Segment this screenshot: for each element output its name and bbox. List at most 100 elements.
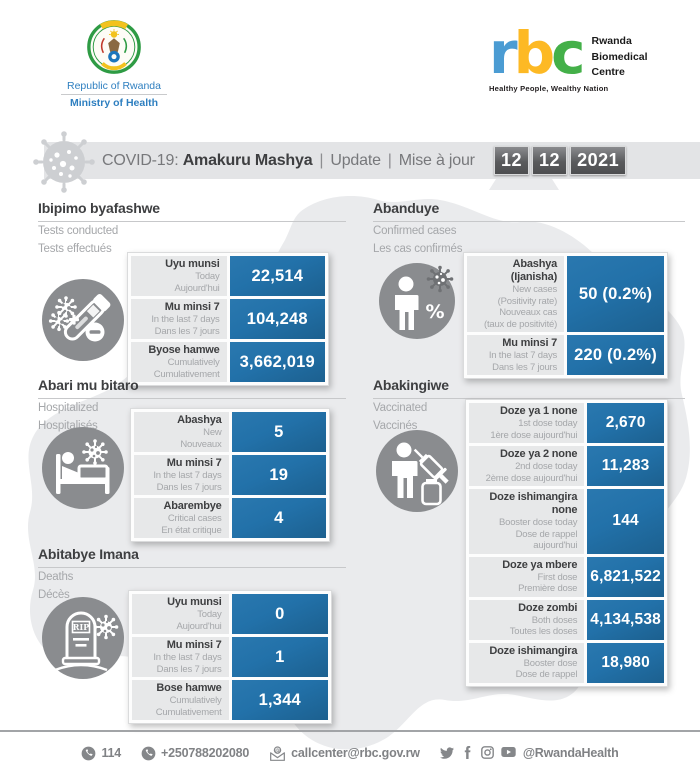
stat-label: Uyu munsi Today Aujourd'hui — [131, 256, 227, 296]
hotline-full[interactable]: +250788202080 — [141, 746, 249, 761]
banner-prefix: COVID-19: — [102, 152, 179, 169]
stat-label-main: Byose hamwe — [148, 344, 220, 356]
instagram-icon[interactable] — [480, 746, 494, 760]
email-contact[interactable]: @ callcenter@rbc.gov.rw — [269, 745, 420, 761]
banner-update-label: Update — [330, 152, 381, 169]
rbc-tagline: Healthy People, Wealthy Nation — [489, 83, 609, 93]
stat-value: 4 — [231, 498, 326, 538]
person-percent-icon: % — [378, 262, 456, 340]
youtube-icon[interactable] — [501, 746, 516, 760]
stat-label-sub: Dose de rappel — [515, 669, 578, 680]
deaths-stats-table: Uyu munsi Today Aujourd'hui 0 Mu minsi 7 In t… — [128, 590, 332, 724]
stat-label-sub: (Positivity rate) — [497, 295, 558, 307]
footer: 114 +250788202080 @ callcenter@rbc.gov.r… — [0, 740, 700, 766]
hospitalized-stats-table: Abashya New Nouveaux 5 Mu minsi 7 In the last… — [130, 408, 330, 542]
stat-label: Mu minsi 7 In the last 7 days Dans les 7 j… — [134, 455, 229, 495]
stat-label-sub: 2ème dose aujourd'hui — [485, 472, 578, 484]
stat-label-main: Doze ya 2 none — [499, 448, 578, 460]
svg-text:%: % — [425, 301, 444, 323]
stat-label-main: Doze zombi — [518, 601, 578, 614]
stat-row: Doze ishimangira none Booster dose today D… — [469, 489, 664, 554]
stat-value: 1,344 — [231, 680, 328, 720]
stat-label-sub: Aujourd'hui — [176, 620, 222, 632]
confirmed-stats-table: Abashya (Ijanisha) New cases (Positivity r… — [463, 252, 668, 379]
rbc-name: Rwanda Biomedical Centre — [592, 34, 648, 81]
stat-value: 6,821,522 — [587, 556, 664, 597]
rbc-letters-wordmark: rbc — [489, 24, 586, 82]
social-handle[interactable]: @RwandaHealth — [522, 746, 619, 760]
stat-label-main: Bose hamwe — [156, 682, 222, 694]
stat-row: Byose hamwe Cumulatively Cumulativement 3,6… — [131, 342, 325, 382]
stat-label-main: Abarembye — [163, 500, 222, 512]
social-icons — [439, 746, 516, 760]
tests-stats-table: Uyu munsi Today Aujourd'hui 22,514 Mu minsi … — [127, 252, 329, 386]
banner-mise-label: Mise à jour — [398, 152, 475, 169]
banner-title-bold: Amakuru Mashya — [182, 152, 313, 169]
section-subtitle: Confirmed cases — [373, 225, 457, 237]
phone-icon — [81, 746, 96, 761]
stat-row: Uyu munsi Today Aujourd'hui 22,514 — [131, 256, 325, 296]
svg-text:@: @ — [275, 747, 280, 753]
stat-label-sub: New cases — [512, 284, 558, 295]
hospital-bed-icon — [42, 427, 124, 509]
stat-label: Doze ishimangira none Booster dose today D… — [469, 489, 585, 554]
stat-label-sub: Critical cases — [167, 513, 222, 524]
stat-row: Mu minsi 7 In the last 7 days Dans les 7 j… — [134, 455, 326, 495]
banner-date-stand — [489, 179, 559, 190]
stat-label-sub: Cumulatively — [169, 695, 222, 706]
stat-label: Mu minsi 7 In the last 7 days Dans les 7 j… — [467, 335, 565, 375]
stat-label-main: Uyu munsi — [165, 258, 220, 270]
stat-value: 4,134,538 — [587, 599, 664, 640]
syringe-person-icon — [376, 430, 458, 512]
banner-separator: | — [319, 152, 324, 169]
rbc-name-line: Centre — [591, 66, 625, 78]
stat-label-sub: Dose de rappel aujourd'hui — [515, 528, 578, 552]
stat-label-sub: In the last 7 days — [153, 652, 222, 663]
rbc-name-line: Rwanda — [591, 35, 632, 47]
stat-label: Byose hamwe Cumulatively Cumulativement — [131, 342, 227, 382]
facebook-icon[interactable] — [461, 746, 474, 760]
gov-country-label: Republic of Rwanda — [67, 80, 161, 92]
svg-text:RIP: RIP — [73, 622, 89, 632]
section-deaths: Abitabye Imana Deaths Décès RIP Uyu munsi Tod… — [38, 546, 346, 724]
stat-label-main: Abashya (Ijanisha) — [510, 258, 558, 283]
section-title: Abitabye Imana — [38, 546, 346, 568]
stat-row: Doze ishimangira Booster dose Dose de rapp… — [469, 642, 664, 683]
rwanda-coat-of-arms-icon — [87, 20, 141, 74]
stat-label-main: Uyu munsi — [167, 596, 222, 608]
stat-label-sub: Today — [197, 609, 222, 620]
twitter-icon[interactable] — [439, 746, 454, 760]
stat-label-main: Abashya — [177, 414, 222, 426]
banner-date: 12 12 2021 — [494, 146, 627, 175]
rbc-letter: c — [551, 19, 585, 87]
rbc-logo: rbc Rwanda Biomedical Centre Healthy Peopl… — [489, 24, 648, 93]
section-subtitle: Vaccinated — [373, 402, 428, 414]
stat-label-main: Mu minsi 7 — [164, 301, 220, 313]
stat-label-sub: Nouveaux — [180, 438, 222, 450]
stat-row: Doze ya 2 none 2nd dose today 2ème dose au… — [469, 446, 664, 486]
hotline-short[interactable]: 114 — [81, 746, 121, 761]
stat-label-sub: Nouveaux cas — [499, 307, 558, 318]
section-subtitle: Décès — [38, 588, 70, 601]
government-logo: Republic of Rwanda Ministry of Health — [55, 18, 173, 109]
stat-label-main: Doze ishimangira — [489, 644, 578, 657]
stat-label: Mu minsi 7 In the last 7 days Dans les 7 j… — [132, 637, 229, 677]
section-subtitle: Deaths — [38, 571, 74, 583]
stat-row: Abarembye Critical cases En état critique 4 — [134, 498, 326, 538]
stat-label-sub: Booster dose — [523, 657, 578, 669]
stat-label-main: Mu minsi 7 — [502, 337, 558, 349]
stat-label-main: Mu minsi 7 — [166, 639, 222, 651]
stat-label-sub: First dose — [537, 571, 578, 583]
date-badge: 12 — [532, 146, 568, 175]
stat-label: Bose hamwe Cumulatively Cumulativement — [132, 680, 229, 720]
rbc-name-line: Biomedical — [591, 50, 648, 63]
stat-value: 22,514 — [229, 256, 325, 296]
stat-label-sub: Dans les 7 jours — [154, 325, 220, 337]
stat-value: 3,662,019 — [229, 342, 325, 382]
stat-value: 11,283 — [587, 446, 664, 486]
stat-value: 50 (0.2%) — [567, 256, 664, 332]
stat-label-sub: (taux de positivité) — [483, 318, 558, 330]
stat-label: Abarembye Critical cases En état critique — [134, 498, 229, 538]
stat-label-sub: 1st dose today — [518, 418, 578, 429]
